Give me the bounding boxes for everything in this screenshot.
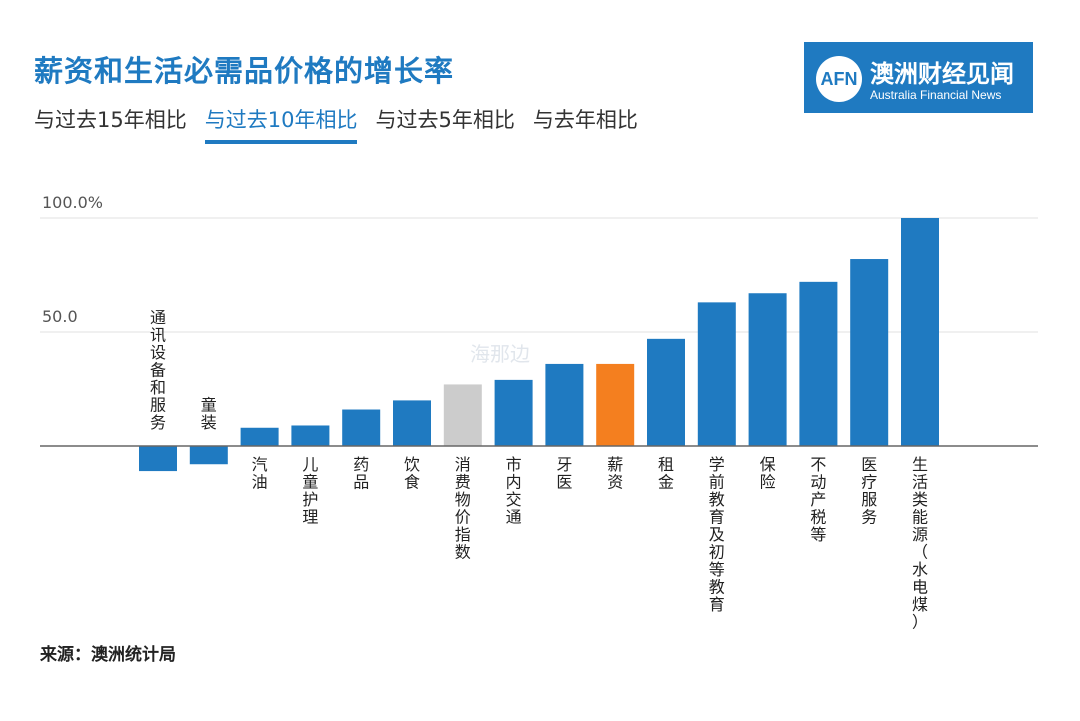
- category-label-1: 童装: [201, 396, 217, 433]
- bar-12: [748, 293, 787, 446]
- category-label-13: 不动产税等: [810, 455, 826, 544]
- category-label-12: 保险: [760, 455, 776, 492]
- category-label-0: 通讯设备和服务: [150, 308, 166, 432]
- category-label-8: 牙医: [556, 455, 572, 492]
- bar-0: [139, 446, 177, 472]
- category-label-5: 饮食: [404, 455, 420, 492]
- period-tabs: 与过去15年相比 与过去10年相比 与过去5年相比 与去年相比: [34, 104, 656, 144]
- afn-logo-icon: AFN: [816, 56, 862, 102]
- bar-11: [697, 302, 736, 446]
- tab-5-years[interactable]: 与过去5年相比: [375, 108, 515, 132]
- bar-9: [596, 363, 635, 446]
- category-label-4: 药品: [353, 455, 369, 492]
- bar-15: [901, 218, 939, 446]
- logo-name-cn: 澳洲财经见闻: [870, 60, 1014, 88]
- category-label-6: 消费物价指数: [455, 455, 471, 562]
- chart-title: 薪资和生活必需品价格的增长率: [34, 54, 455, 88]
- category-label-15: 生活类能源（水电煤）: [912, 455, 928, 632]
- category-label-2: 汽油: [252, 455, 268, 492]
- category-label-10: 租金: [658, 455, 674, 492]
- bar-8: [545, 363, 584, 446]
- bar-1: [189, 446, 228, 465]
- bar-6: [443, 384, 482, 446]
- category-label-11: 学前教育及初等教育: [709, 455, 725, 614]
- bar-2: [240, 427, 279, 446]
- tab-last-year[interactable]: 与去年相比: [532, 108, 638, 132]
- bar-4: [342, 409, 381, 446]
- y-tick-label-1: 50.0: [42, 307, 78, 326]
- category-label-14: 医疗服务: [861, 455, 877, 527]
- bar-14: [850, 259, 889, 446]
- bar-7: [494, 379, 533, 446]
- afn-logo: AFN 澳洲财经见闻 Australia Financial News: [804, 42, 1033, 113]
- bar-13: [799, 281, 838, 446]
- category-label-7: 市内交通: [506, 455, 522, 527]
- y-tick-label-0: 100.0%: [42, 193, 103, 212]
- bar-3: [291, 425, 330, 446]
- bar-10: [647, 338, 685, 446]
- category-label-3: 儿童护理: [302, 455, 318, 527]
- tab-10-years[interactable]: 与过去10年相比: [204, 104, 358, 144]
- bar-5: [393, 400, 431, 446]
- source-note: 来源：澳洲统计局: [40, 645, 176, 665]
- logo-name-en: Australia Financial News: [870, 88, 1002, 102]
- category-label-9: 薪资: [607, 455, 623, 492]
- tab-15-years[interactable]: 与过去15年相比: [34, 108, 187, 132]
